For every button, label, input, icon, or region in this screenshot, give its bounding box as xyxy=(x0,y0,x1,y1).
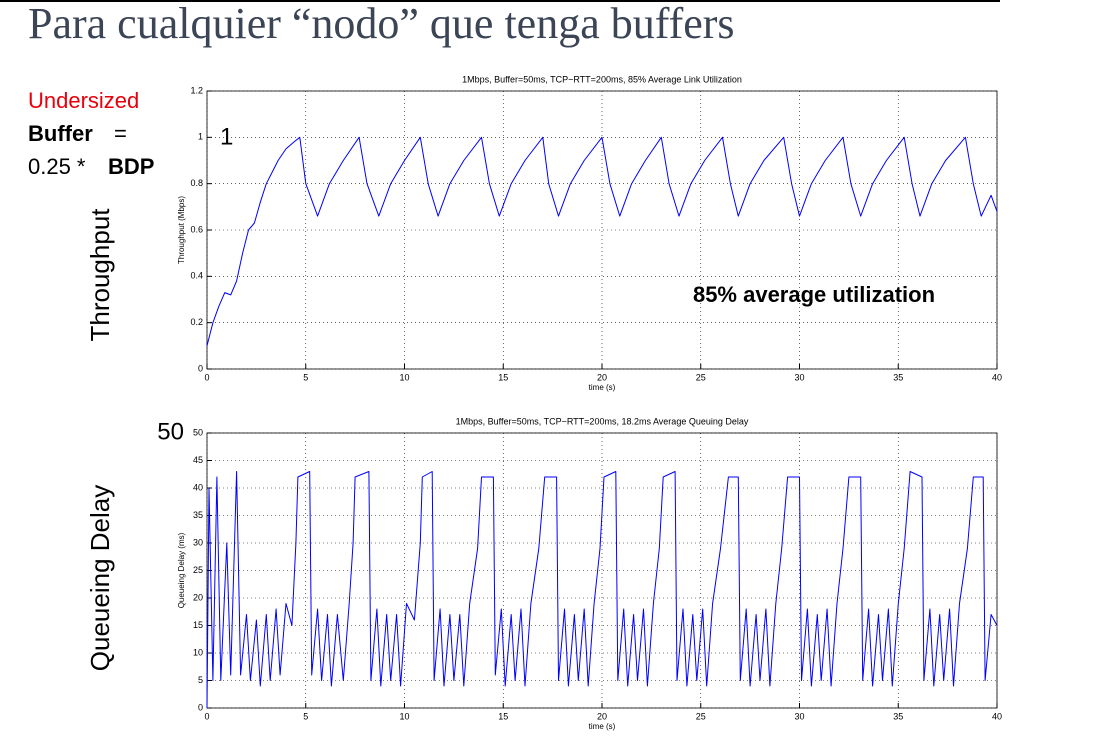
row-label: Throughput xyxy=(85,208,115,342)
note-text: 0.25 * xyxy=(28,154,86,179)
y-tick-label: 1 xyxy=(198,132,203,142)
x-tick-label: 30 xyxy=(794,372,804,382)
annotation: 1 xyxy=(220,123,233,150)
annotation: 50 xyxy=(157,418,184,445)
y-tick-label: 0.8 xyxy=(190,178,203,188)
y-tick-label: 30 xyxy=(193,537,203,547)
x-tick-label: 0 xyxy=(204,711,209,721)
x-tick-label: 20 xyxy=(597,372,607,382)
x-tick-label: 35 xyxy=(893,372,903,382)
y-tick-label: 0.4 xyxy=(190,271,203,281)
y-tick-label: 0.6 xyxy=(190,224,203,234)
annotation: 85% average utilization xyxy=(693,282,935,307)
y-tick-label: 0.2 xyxy=(190,317,203,327)
y-tick-label: 0 xyxy=(198,702,203,712)
x-tick-label: 25 xyxy=(696,372,706,382)
plot-frame xyxy=(206,90,998,370)
data-line xyxy=(206,136,998,346)
x-tick-label: 20 xyxy=(597,711,607,721)
x-tick-label: 40 xyxy=(992,711,1002,721)
y-tick-label: 15 xyxy=(193,620,203,630)
data-line xyxy=(206,471,998,709)
note-text: BDP xyxy=(108,154,154,179)
plot-frame xyxy=(206,432,998,709)
y-axis-label: Queueing Delay (ms) xyxy=(177,532,186,608)
y-tick-label: 1.2 xyxy=(190,85,203,95)
chart-title: 1Mbps, Buffer=50ms, TCP−RTT=200ms, 18.2m… xyxy=(456,416,749,426)
note-text: = xyxy=(114,121,127,146)
y-tick-label: 35 xyxy=(193,510,203,520)
row-label: Queueing Delay xyxy=(85,485,115,671)
y-tick-label: 10 xyxy=(193,647,203,657)
note-text: Buffer xyxy=(28,121,93,146)
y-tick-label: 50 xyxy=(193,427,203,437)
slide-title: Para cualquier “nodo” que tenga buffers xyxy=(28,0,735,48)
x-tick-label: 25 xyxy=(696,711,706,721)
y-tick-label: 45 xyxy=(193,455,203,465)
x-tick-label: 0 xyxy=(204,372,209,382)
y-tick-label: 40 xyxy=(193,482,203,492)
y-tick-label: 5 xyxy=(198,675,203,685)
x-tick-label: 40 xyxy=(992,372,1002,382)
x-axis-label: time (s) xyxy=(589,383,616,392)
x-tick-label: 5 xyxy=(303,372,308,382)
x-tick-label: 10 xyxy=(399,372,409,382)
x-tick-label: 30 xyxy=(794,711,804,721)
y-tick-label: 0 xyxy=(198,363,203,373)
note-text: Undersized xyxy=(28,88,139,113)
x-tick-label: 15 xyxy=(498,711,508,721)
x-tick-label: 10 xyxy=(399,711,409,721)
y-axis-label: Throughput (Mbps) xyxy=(177,196,186,264)
x-tick-label: 35 xyxy=(893,711,903,721)
x-tick-label: 5 xyxy=(303,711,308,721)
x-tick-label: 15 xyxy=(498,372,508,382)
y-tick-label: 20 xyxy=(193,592,203,602)
y-tick-label: 25 xyxy=(193,565,203,575)
chart-title: 1Mbps, Buffer=50ms, TCP−RTT=200ms, 85% A… xyxy=(462,74,742,84)
x-axis-label: time (s) xyxy=(589,722,616,731)
